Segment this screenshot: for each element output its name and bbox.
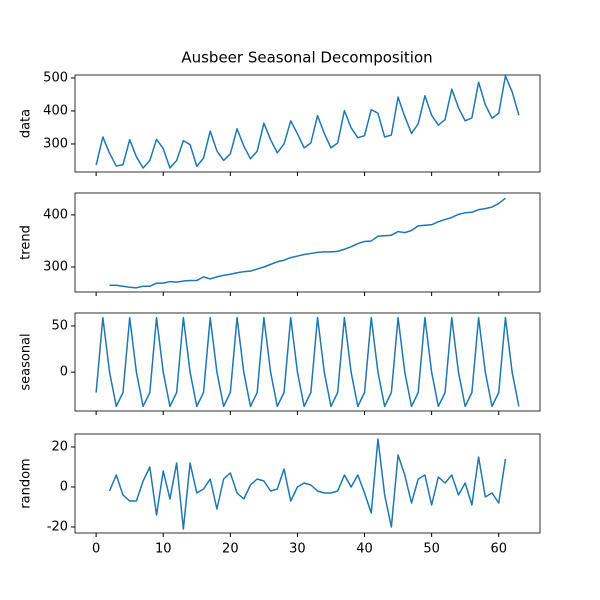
y-tick-label: 300 (43, 259, 68, 274)
y-tick-label: 400 (43, 207, 68, 222)
x-tick-label: 10 (155, 542, 172, 557)
data-line (109, 197, 506, 289)
y-axis-label: data (19, 109, 34, 138)
plot-frame (74, 192, 541, 293)
y-tick-label: 300 (43, 136, 68, 151)
x-tick-label: 30 (289, 542, 306, 557)
x-tick-label: 40 (356, 542, 373, 557)
y-axis-label: seasonal (19, 333, 34, 390)
y-tick-label: -20 (47, 520, 68, 535)
x-tick-label: 60 (490, 542, 507, 557)
y-tick-label: 500 (43, 70, 68, 85)
x-tick-label: 50 (423, 542, 440, 557)
y-axis-label: random (19, 458, 34, 508)
data-line (95, 316, 520, 408)
y-axis-label: trend (19, 225, 34, 260)
data-line (108, 438, 507, 530)
chart-title: Ausbeer Seasonal Decomposition (181, 49, 432, 67)
y-tick-label: 0 (60, 365, 68, 380)
y-tick-label: 20 (51, 440, 68, 455)
x-tick-label: 0 (92, 542, 100, 557)
plot-frame (74, 74, 541, 173)
x-tick-label: 20 (222, 542, 239, 557)
data-line (95, 75, 520, 169)
y-tick-label: 50 (51, 318, 68, 333)
y-tick-label: 0 (60, 480, 68, 495)
y-tick-label: 400 (43, 103, 68, 118)
plot-frame (74, 312, 541, 412)
plot-frame (74, 433, 541, 534)
